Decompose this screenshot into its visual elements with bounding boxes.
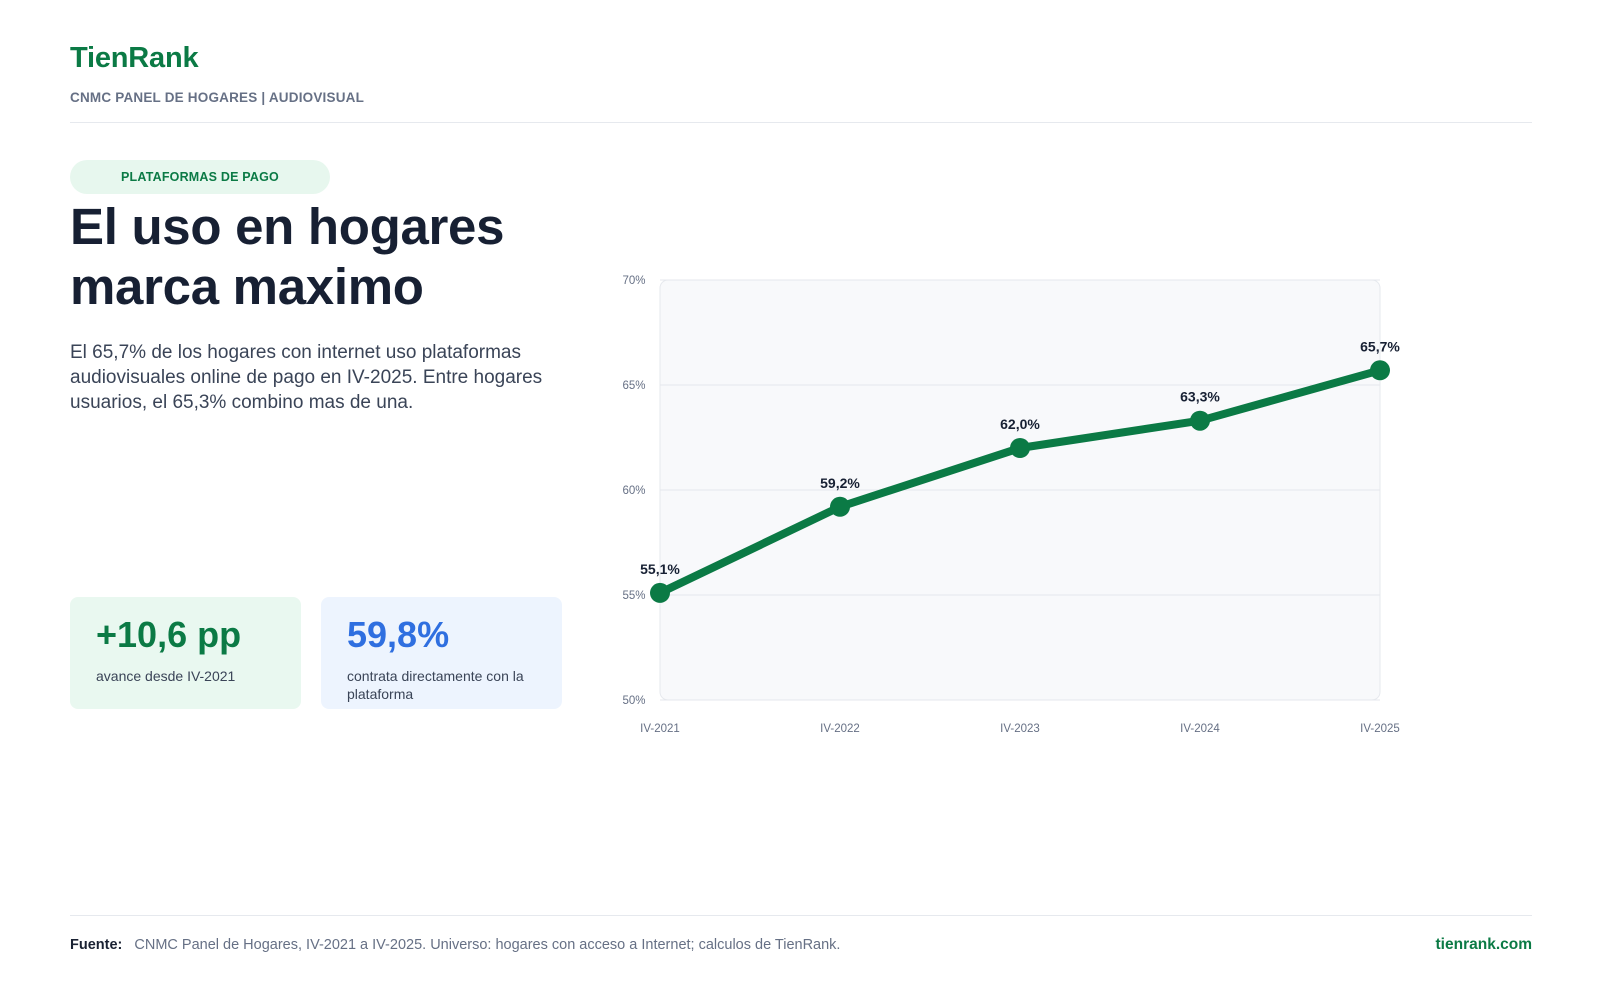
x-tick-label: IV-2025 bbox=[1360, 723, 1400, 735]
data-point bbox=[650, 582, 670, 603]
stat-label-change: avance desde IV-2021 bbox=[96, 668, 236, 684]
stat-label-direct: contrata directamente con la plataforma bbox=[347, 668, 524, 702]
y-tick-label: 70% bbox=[622, 275, 645, 287]
data-point bbox=[830, 496, 850, 517]
brand-subtitle: CNMC PANEL DE HOGARES | AUDIOVISUAL bbox=[70, 90, 365, 105]
y-tick-label: 60% bbox=[622, 485, 645, 497]
y-tick-label: 65% bbox=[622, 380, 645, 392]
data-label: 55,1% bbox=[640, 561, 680, 577]
stat-value-direct: 59,8% bbox=[347, 614, 450, 655]
data-label: 59,2% bbox=[820, 475, 860, 491]
y-tick-label: 55% bbox=[622, 590, 645, 602]
line-chart: 50% 55% 60% 65% 70% IV-2021 IV-2022 IV-2023 IV-2… bbox=[600, 260, 1400, 740]
stat-card-change: +10,6 pp avance desde IV-2021 bbox=[70, 597, 301, 709]
lede-paragraph: El 65,7% de los hogares con internet uso… bbox=[70, 342, 543, 413]
headline-line-2: marca maximo bbox=[70, 258, 424, 315]
site-link[interactable]: tienrank.com bbox=[1435, 936, 1532, 953]
x-tick-label: IV-2022 bbox=[820, 723, 860, 735]
source-text: CNMC Panel de Hogares, IV-2021 a IV-2025… bbox=[134, 937, 841, 953]
source-key: Fuente: bbox=[70, 937, 123, 953]
x-tick-label: IV-2024 bbox=[1180, 723, 1220, 735]
brand-logo-text: TienRank bbox=[70, 42, 199, 74]
footer-divider bbox=[70, 915, 1532, 916]
data-point bbox=[1190, 410, 1210, 431]
header-divider bbox=[70, 122, 1532, 123]
data-label: 63,3% bbox=[1180, 389, 1220, 405]
data-label: 62,0% bbox=[1000, 416, 1040, 432]
source-note: Fuente: CNMC Panel de Hogares, IV-2021 a… bbox=[70, 937, 840, 953]
data-point bbox=[1370, 360, 1390, 381]
x-tick-label: IV-2023 bbox=[1000, 723, 1040, 735]
y-tick-label: 50% bbox=[622, 695, 645, 707]
category-pill: PLATAFORMAS DE PAGO bbox=[70, 160, 330, 194]
headline-line-1: El uso en hogares bbox=[70, 198, 505, 255]
chart-svg: 50% 55% 60% 65% 70% IV-2021 IV-2022 IV-2023 IV-2… bbox=[622, 275, 1400, 735]
x-tick-label: IV-2021 bbox=[640, 723, 680, 735]
stat-value-change: +10,6 pp bbox=[96, 614, 242, 655]
stat-card-direct: 59,8% contrata directamente con la plata… bbox=[321, 597, 562, 709]
data-point bbox=[1010, 438, 1030, 458]
data-label: 65,7% bbox=[1360, 338, 1400, 354]
headline: El uso en hogares marca maximo bbox=[70, 197, 590, 317]
